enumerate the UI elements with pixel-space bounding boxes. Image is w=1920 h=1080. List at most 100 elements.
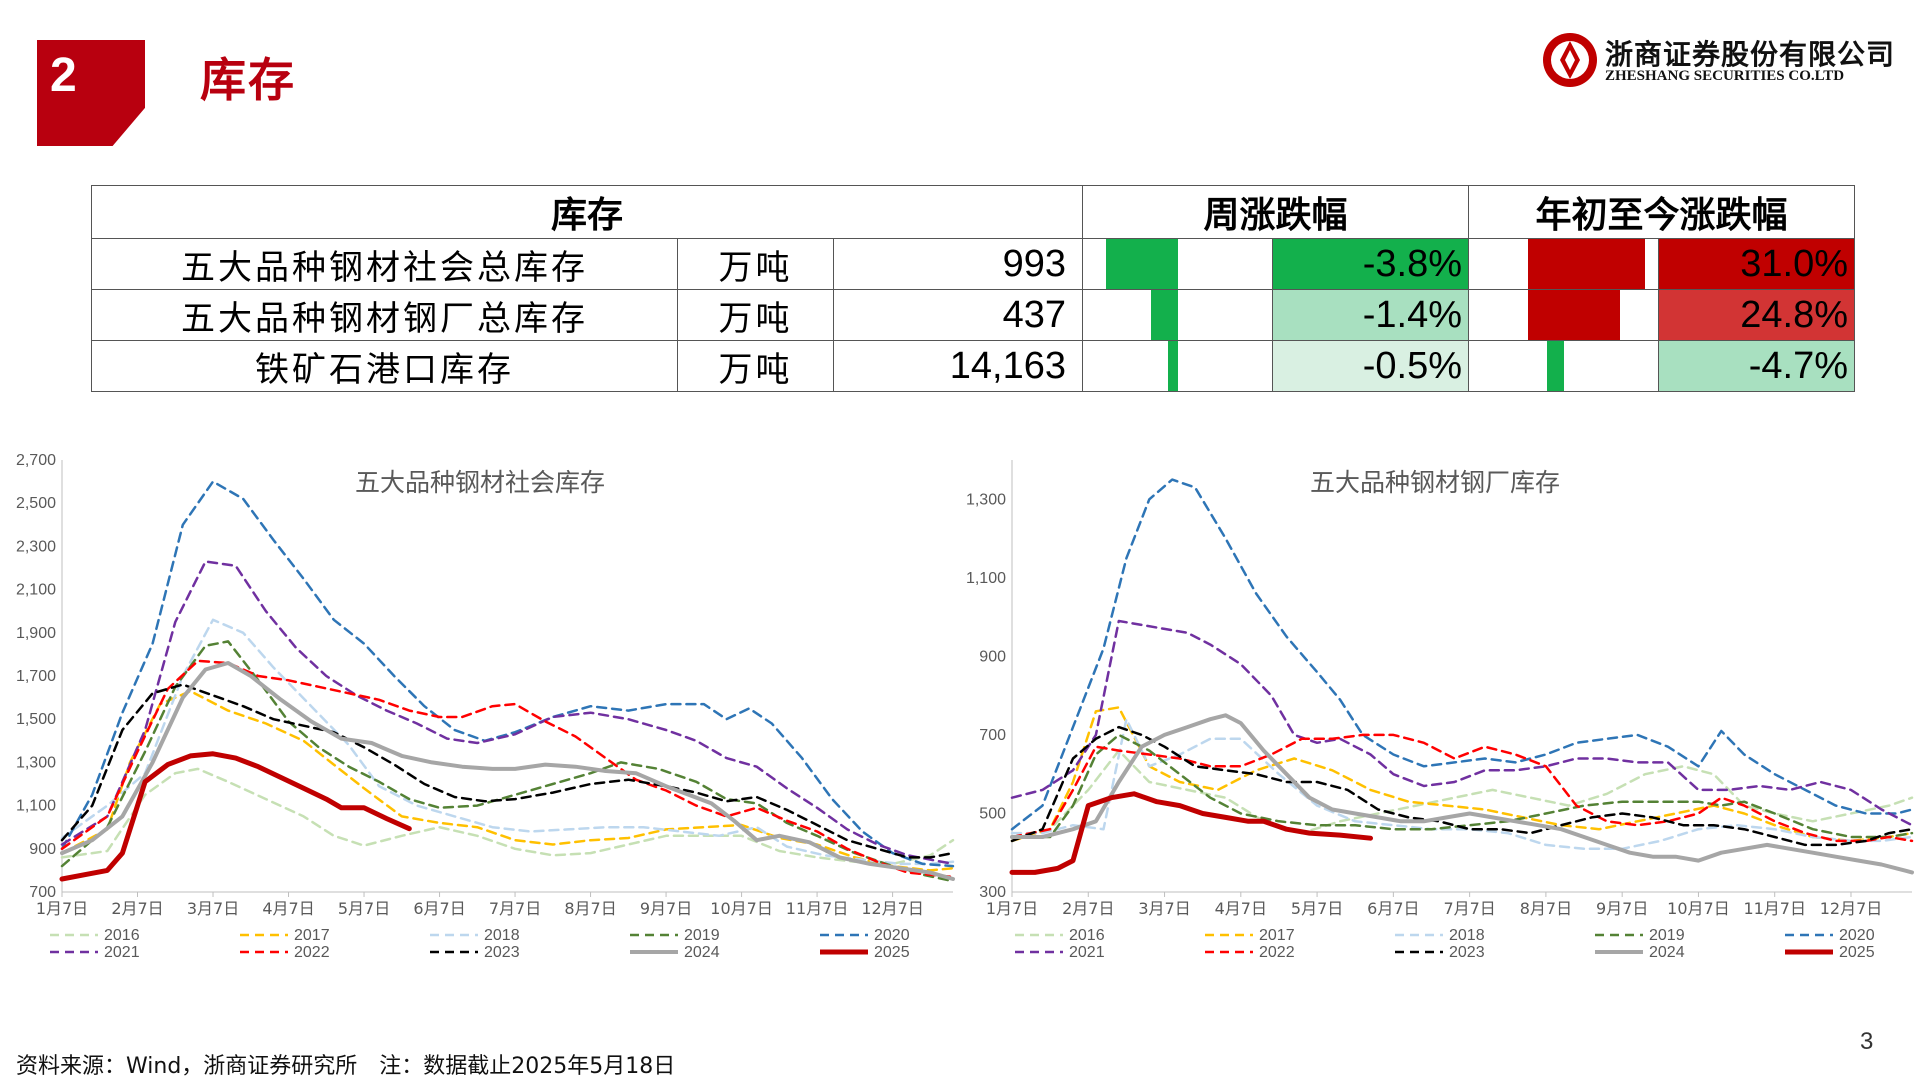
y-tick-label: 2,700 xyxy=(16,452,56,469)
x-tick-label: 3月7日 xyxy=(187,899,239,918)
week-pct-bg xyxy=(1273,341,1468,391)
y-tick-label: 2,100 xyxy=(16,582,56,599)
y-tick-label: 300 xyxy=(979,884,1006,901)
legend-label-2018: 2018 xyxy=(484,927,520,944)
row-name: 五大品种钢材钢厂总库存 xyxy=(91,289,678,341)
social-inventory-chart: 五大品种钢材社会库存 700 900 1,100 1,300 1,500 1,700 1,90… xyxy=(16,452,955,961)
x-tick-label: 4月7日 xyxy=(262,899,314,918)
table-row: 五大品种钢材钢厂总库存 万吨 437 -1.4% 24.8% xyxy=(91,289,1855,341)
header-week-change: 周涨跌幅 xyxy=(1082,185,1469,239)
week-pct-cell: -3.8% xyxy=(1272,238,1469,290)
series-line-2016 xyxy=(1010,749,1914,839)
ytd-pct: -4.7% xyxy=(1748,344,1848,387)
section-number: 2 xyxy=(50,49,77,102)
logo-company-name-en: ZHESHANG SECURITIES CO.LTD xyxy=(1605,68,1845,84)
x-tick-label: 6月7日 xyxy=(1367,899,1419,918)
legend-label-2024: 2024 xyxy=(684,944,720,961)
chart-title: 五大品种钢材社会库存 xyxy=(355,468,605,497)
x-tick-label: 12月7日 xyxy=(1820,899,1883,918)
x-tick-label: 5月7日 xyxy=(338,899,390,918)
table-header-row: 库存 周涨跌幅 年初至今涨跌幅 xyxy=(91,185,1855,239)
x-tick-label: 4月7日 xyxy=(1215,899,1267,918)
x-tick-label: 11月7日 xyxy=(786,899,849,918)
section-number-box xyxy=(37,40,145,146)
row-value: 437 xyxy=(833,289,1083,341)
row-name: 铁矿石港口库存 xyxy=(91,340,678,392)
x-tick-label: 1月7日 xyxy=(986,899,1038,918)
y-tick-label: 1,900 xyxy=(16,625,56,642)
legend-label-2023: 2023 xyxy=(1449,944,1485,961)
legend-label-2016: 2016 xyxy=(1069,927,1105,944)
week-databar-cell xyxy=(1082,340,1273,392)
y-tick-label: 2,300 xyxy=(16,538,56,555)
series-line-2020 xyxy=(60,480,955,868)
section-title: 库存 xyxy=(200,53,296,107)
series-line-2019 xyxy=(1010,733,1914,839)
y-tick-label: 500 xyxy=(979,805,1006,822)
legend-label-2025: 2025 xyxy=(874,944,910,961)
page-number: 3 xyxy=(1860,1028,1874,1055)
week-pct-cell: -1.4% xyxy=(1272,289,1469,341)
series-line-2021 xyxy=(1010,619,1914,827)
week-pct-bg xyxy=(1273,290,1468,340)
ytd-databar xyxy=(1546,341,1564,391)
row-unit: 万吨 xyxy=(677,289,834,341)
row-value: 14,163 xyxy=(833,340,1083,392)
header-ytd-change: 年初至今涨跌幅 xyxy=(1468,185,1855,239)
row-name: 五大品种钢材社会总库存 xyxy=(91,238,678,290)
week-databar xyxy=(1151,290,1178,340)
ytd-databar xyxy=(1527,290,1621,340)
zheshang-logo-icon xyxy=(1543,33,1597,87)
x-tick-label: 2月7日 xyxy=(1062,899,1114,918)
week-pct-bg xyxy=(1273,239,1468,289)
ytd-databar-cell xyxy=(1468,289,1659,341)
table-row: 五大品种钢材社会总库存 万吨 993 -3.8% 31.0% xyxy=(91,238,1855,290)
header-inventory: 库存 xyxy=(91,185,1083,239)
series-line-2025 xyxy=(1009,791,1373,875)
legend-label-2021: 2021 xyxy=(1069,944,1105,961)
legend-label-2021: 2021 xyxy=(104,944,140,961)
row-unit: 万吨 xyxy=(677,340,834,392)
ytd-pct: 31.0% xyxy=(1740,242,1848,285)
series-line-2023 xyxy=(60,683,955,859)
legend-label-2025: 2025 xyxy=(1839,944,1875,961)
y-tick-label: 1,100 xyxy=(16,798,56,815)
x-tick-label: 7月7日 xyxy=(1443,899,1495,918)
x-tick-label: 10月7日 xyxy=(1667,899,1730,918)
ytd-pct-cell: 31.0% xyxy=(1658,238,1855,290)
legend-label-2020: 2020 xyxy=(874,927,910,944)
ytd-databar xyxy=(1527,239,1645,289)
series-line-2025 xyxy=(59,751,412,882)
source-note: 资料来源：Wind，浙商证券研究所 注：数据截止2025年5月18日 xyxy=(16,1054,676,1079)
legend-label-2018: 2018 xyxy=(1449,927,1485,944)
week-databar-cell xyxy=(1082,289,1273,341)
company-logo: 浙商证券股份有限公司 ZHESHANG SECURITIES CO.LTD xyxy=(1540,30,1894,90)
week-pct: -1.4% xyxy=(1362,293,1462,336)
y-tick-label: 1,500 xyxy=(16,711,56,728)
legend-label-2022: 2022 xyxy=(1259,944,1295,961)
ytd-pct-bg xyxy=(1659,239,1854,289)
x-tick-label: 9月7日 xyxy=(1596,899,1648,918)
ytd-pct-cell: -4.7% xyxy=(1658,340,1855,392)
legend-label-2022: 2022 xyxy=(294,944,330,961)
ytd-pct-bg xyxy=(1659,290,1854,340)
y-tick-label: 1,300 xyxy=(966,491,1006,508)
logo-company-name-cn: 浙商证券股份有限公司 xyxy=(1605,38,1896,71)
ytd-databar-cell xyxy=(1468,340,1659,392)
legend-label-2017: 2017 xyxy=(1259,927,1295,944)
week-pct: -0.5% xyxy=(1362,344,1462,387)
y-tick-label: 900 xyxy=(979,648,1006,665)
week-pct: -3.8% xyxy=(1362,242,1462,285)
legend-label-2019: 2019 xyxy=(684,927,720,944)
row-unit: 万吨 xyxy=(677,238,834,290)
series-line-2018 xyxy=(60,618,955,866)
ytd-pct-bg xyxy=(1659,341,1854,391)
series-line-2024 xyxy=(60,661,955,881)
mill-inventory-chart: 五大品种钢材钢厂库存 300 500 700 900 1,100 1,300 1月7日 2月7日… xyxy=(966,460,1914,961)
x-tick-label: 7月7日 xyxy=(489,899,541,918)
x-tick-label: 1月7日 xyxy=(36,899,88,918)
x-tick-label: 12月7日 xyxy=(861,899,924,918)
x-tick-label: 3月7日 xyxy=(1138,899,1190,918)
x-tick-label: 8月7日 xyxy=(1520,899,1572,918)
x-tick-label: 8月7日 xyxy=(564,899,616,918)
